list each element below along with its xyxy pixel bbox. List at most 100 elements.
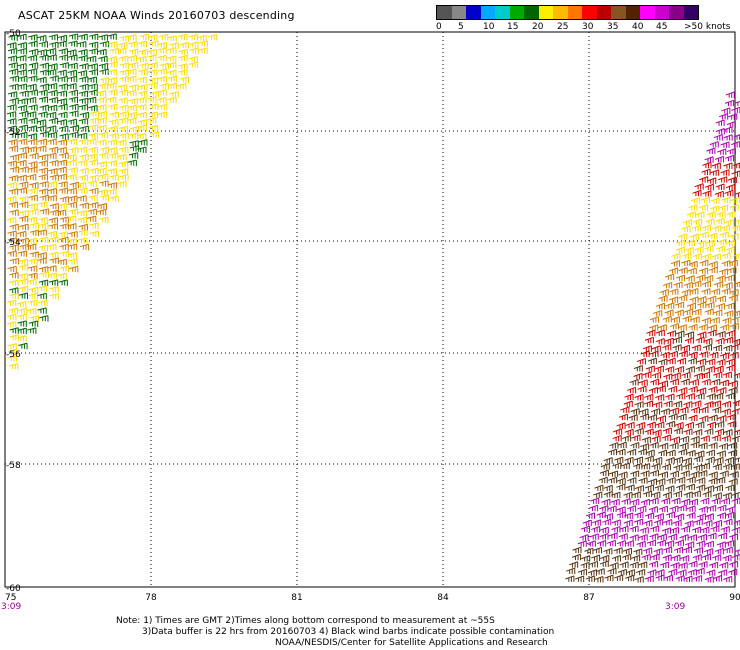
wind-barb: [702, 161, 712, 169]
wind-barb: [69, 103, 79, 111]
wind-barb: [119, 104, 129, 112]
wind-barb: [625, 574, 635, 582]
wind-barb: [18, 124, 29, 132]
wind-barb: [7, 265, 17, 273]
wind-barb: [587, 569, 598, 576]
wind-barb: [127, 104, 137, 112]
wind-barb: [625, 484, 635, 491]
wind-barb: [87, 138, 97, 146]
wind-barb: [86, 55, 97, 63]
wind-barb: [47, 152, 57, 160]
wind-barb: [725, 484, 735, 491]
wind-barb: [8, 139, 18, 146]
wind-barb: [670, 436, 680, 443]
wind-barb: [67, 118, 77, 126]
wind-barb: [620, 462, 630, 470]
wind-barb: [109, 195, 119, 202]
wind-barb: [692, 575, 703, 582]
wind-barb: [697, 387, 707, 394]
wind-barb: [189, 41, 199, 49]
wind-barb: [38, 244, 49, 252]
wind-barb: [710, 197, 720, 204]
latitude-label: -54: [6, 238, 21, 248]
legend-swatch: [582, 6, 597, 19]
wind-barb: [37, 285, 48, 292]
wind-barb: [662, 491, 672, 499]
wind-barb: [674, 309, 684, 316]
wind-barb: [723, 282, 733, 289]
wind-barb: [109, 132, 119, 140]
wind-barb: [729, 204, 739, 211]
wind-barb: [97, 111, 108, 118]
wind-barb: [118, 161, 129, 168]
wind-barb: [29, 152, 39, 160]
wind-barb: [607, 448, 617, 456]
latitude-label: -50: [6, 29, 21, 39]
wind-barb: [59, 196, 69, 203]
wind-barb: [698, 442, 708, 449]
wind-barb: [634, 518, 644, 526]
wind-barb: [28, 166, 38, 174]
wind-barb: [678, 350, 688, 357]
wind-barb: [688, 414, 698, 422]
wind-barb: [97, 48, 107, 56]
wind-barb: [47, 243, 57, 251]
wind-barb: [118, 89, 129, 96]
wind-barb: [592, 546, 603, 554]
wind-barb: [673, 464, 683, 471]
wind-barb: [705, 365, 715, 373]
wind-barb: [207, 33, 218, 41]
longitude-label: 87: [583, 593, 594, 603]
wind-barb: [119, 69, 129, 76]
wind-barb: [128, 111, 138, 119]
wind-barb: [58, 231, 68, 238]
wind-barb: [692, 308, 702, 316]
wind-barb: [695, 365, 705, 372]
wind-barb: [698, 204, 709, 211]
wind-barb: [653, 401, 663, 408]
wind-barb: [720, 141, 730, 148]
wind-barb: [69, 110, 79, 117]
wind-barb: [692, 189, 702, 197]
wind-barb: [119, 62, 130, 69]
wind-barb: [641, 463, 651, 470]
wind-barb: [699, 267, 709, 274]
wind-barb: [18, 342, 28, 350]
wind-barb: [683, 401, 693, 408]
wind-barb: [715, 421, 725, 428]
wind-barb: [119, 55, 129, 63]
wind-barb: [39, 131, 50, 138]
wind-barb: [730, 196, 740, 204]
wind-barb: [18, 278, 29, 286]
wind-barb: [647, 357, 657, 365]
wind-barb: [723, 162, 733, 169]
wind-barb: [613, 547, 623, 554]
wind-barb: [128, 41, 138, 48]
wind-barb: [39, 194, 49, 202]
legend-label: 0: [436, 22, 442, 32]
wind-barb: [684, 520, 694, 527]
wind-barb: [735, 219, 740, 225]
wind-barb: [733, 429, 740, 436]
wind-barb: [661, 527, 671, 534]
wind-barb: [17, 55, 27, 62]
wind-barb: [630, 498, 640, 506]
wind-barb: [657, 533, 667, 541]
wind-barb: [725, 274, 735, 281]
wind-barb: [696, 540, 706, 547]
wind-barb: [79, 153, 89, 161]
wind-barb: [616, 448, 626, 456]
wind-barb: [650, 408, 661, 415]
wind-barb: [626, 386, 637, 394]
wind-barb: [46, 111, 57, 119]
wind-barb: [705, 456, 715, 463]
wind-barb: [97, 96, 107, 104]
wind-barb: [723, 126, 733, 133]
wind-barb: [38, 201, 48, 208]
wind-barb: [107, 160, 118, 167]
wind-barb: [701, 280, 712, 288]
wind-barb: [588, 560, 598, 568]
wind-barb: [99, 194, 110, 201]
wind-barb: [28, 292, 38, 300]
wind-barb: [67, 159, 77, 167]
